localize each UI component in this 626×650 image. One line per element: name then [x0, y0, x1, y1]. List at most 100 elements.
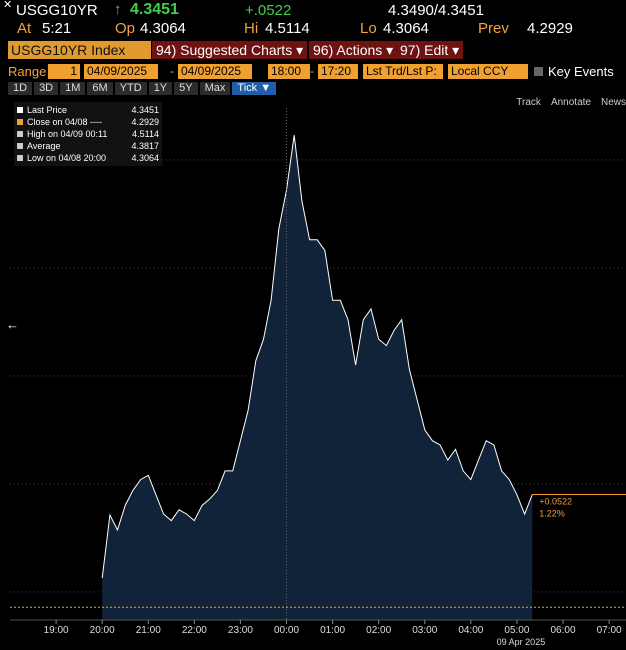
period-button[interactable]: 3D [34, 82, 59, 95]
x-tick-label: 22:00 [182, 625, 207, 636]
legend-value: 4.3064 [131, 153, 159, 163]
legend: Last Price 4.3451 Close on 04/08 ---- 4.292… [14, 102, 162, 166]
start-time[interactable]: 18:00 [268, 64, 310, 79]
period-button[interactable]: 1D [8, 82, 33, 95]
bid-ask: 4.3490/4.3451 [388, 2, 484, 19]
collapse-arrow[interactable]: ← [6, 317, 19, 332]
tool-button[interactable]: News [600, 97, 626, 108]
x-tick-label: 20:00 [90, 625, 115, 636]
end-date[interactable]: 04/09/2025 [178, 64, 252, 79]
legend-value: 4.2929 [131, 117, 159, 127]
events-label: Key Events [548, 64, 614, 79]
low-label: Lo [360, 20, 377, 37]
x-tick-label: 03:00 [412, 625, 437, 636]
net-change: +.0522 [245, 2, 292, 19]
legend-swatch [17, 131, 23, 137]
period-label: 1M [65, 82, 81, 94]
open: 4.3064 [140, 20, 186, 37]
x-tick-label: 05:00 [504, 625, 529, 636]
period-label: YTD [119, 82, 142, 94]
close-icon[interactable]: ✕ [3, 0, 13, 11]
legend-label: High on 04/09 00:11 [27, 129, 108, 139]
change-label: +0.0522 [539, 496, 572, 506]
menu-button[interactable]: 94) Suggested Charts ▾ [152, 41, 308, 59]
legend-swatch [17, 155, 23, 161]
time: 5:21 [42, 20, 72, 37]
dash: - [170, 64, 174, 78]
start-date[interactable]: 04/09/2025 [84, 64, 158, 79]
period-button[interactable]: Tick ▼ [232, 82, 277, 95]
date-label: 09 Apr 2025 [497, 637, 546, 647]
legend-value: 4.5114 [132, 129, 159, 139]
x-tick-label: 23:00 [228, 625, 253, 636]
range-label: Range [8, 64, 47, 79]
period-label: 3D [39, 82, 54, 94]
low: 4.3064 [383, 20, 429, 37]
time-label: At [17, 20, 32, 37]
legend-row: Low on 04/08 20:00 4.3064 [17, 152, 159, 164]
x-tick-label: 21:00 [136, 625, 161, 636]
tool-button[interactable]: Track [516, 97, 541, 108]
price-area [102, 135, 533, 620]
ticker: USGG10YR [16, 2, 98, 19]
legend-row: Close on 04/08 ---- 4.2929 [17, 116, 159, 128]
x-tick-label: 01:00 [320, 625, 345, 636]
x-tick-label: 00:00 [274, 625, 299, 636]
legend-row: High on 04/09 00:11 4.5114 [17, 128, 159, 140]
checkbox[interactable] [534, 67, 543, 76]
period-button[interactable]: YTD [114, 82, 147, 95]
period-label: 5Y [179, 82, 193, 94]
period-button[interactable]: 5Y [174, 82, 198, 95]
x-tick-label: 19:00 [44, 625, 69, 636]
menu-label: 96) Actions [313, 42, 383, 58]
period-field[interactable]: 1 [48, 64, 80, 79]
period-button[interactable]: 6M [87, 82, 113, 95]
period-label: 6M [92, 82, 108, 94]
last-price: 4.3451 [130, 1, 179, 18]
legend-label: Low on 04/08 20:00 [27, 153, 107, 163]
legend-swatch [17, 107, 23, 113]
legend-value: 4.3817 [131, 141, 159, 151]
menu-button[interactable]: 96) Actions ▾ [309, 41, 398, 59]
currency-field[interactable]: Local CCY [448, 64, 528, 79]
period-button[interactable]: 1Y [148, 82, 173, 95]
period-label: 1Y [153, 82, 168, 94]
x-tick-label: 02:00 [366, 625, 391, 636]
x-tick-label: 04:00 [458, 625, 483, 636]
prev: 4.2929 [527, 20, 573, 37]
legend-label: Last Price [27, 105, 68, 115]
menu-label: 97) Edit [400, 42, 449, 58]
legend-swatch [17, 143, 23, 149]
period-bar: 1D 3D 1M 6M YTD 1Y 5Y Max Tick ▼ [8, 82, 277, 95]
change-pct-label: 1.22% [539, 508, 565, 518]
period-label: Max [204, 82, 226, 94]
tool-bar: Track Annotate News [516, 97, 626, 108]
legend-row: Average 4.3817 [17, 140, 159, 152]
legend-row: Last Price 4.3451 [17, 104, 159, 116]
security-field[interactable]: USGG10YR Index [8, 41, 151, 59]
menu-label: 94) Suggested Charts [156, 42, 293, 58]
up-arrow: ↑ [114, 1, 122, 18]
legend-label: Close on 04/08 ---- [27, 117, 103, 127]
period-button[interactable]: 1M [60, 82, 86, 95]
price-line [101, 135, 533, 579]
end-time[interactable]: 17:20 [318, 64, 358, 79]
legend-label: Average [27, 141, 61, 151]
high: 4.5114 [265, 20, 310, 37]
dash: - [310, 64, 314, 78]
prev-label: Prev [478, 20, 509, 37]
legend-value: 4.3451 [131, 105, 159, 115]
tool-button[interactable]: Annotate [550, 97, 591, 108]
period-label: Tick [237, 82, 258, 94]
period-button[interactable]: Max [199, 82, 231, 95]
price-field[interactable]: Lst Trd/Lst P: [363, 64, 443, 79]
high-label: Hi [244, 20, 259, 37]
x-tick-label: 06:00 [551, 625, 576, 636]
open-label: Op [115, 20, 136, 37]
legend-swatch [17, 119, 23, 125]
period-label: 1D [13, 82, 28, 94]
menu-button[interactable]: 97) Edit ▾ [396, 41, 464, 59]
x-tick-label: 07:00 [597, 625, 622, 636]
